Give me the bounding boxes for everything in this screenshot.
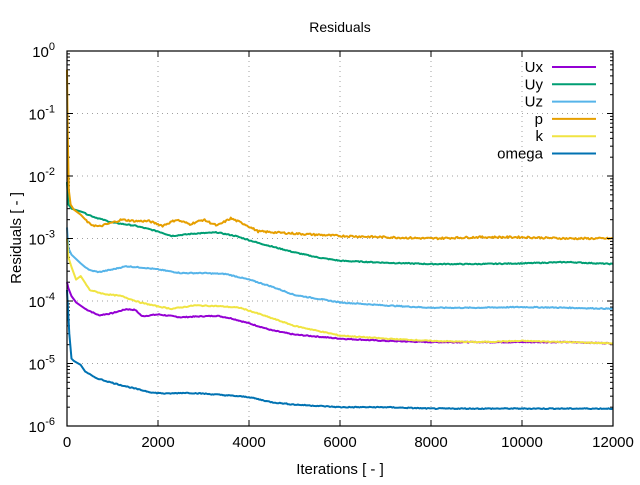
x-tick-label: 2000 bbox=[141, 434, 174, 451]
grid-lines bbox=[67, 51, 613, 426]
legend-label-omega: omega bbox=[497, 146, 544, 163]
x-tick-label: 12000 bbox=[592, 434, 634, 451]
x-axis-ticks: 0 2000 4000 6000 8000 10000 12000 bbox=[63, 51, 634, 451]
x-axis-label: Iterations [ - ] bbox=[296, 461, 384, 478]
series-line-Uy bbox=[66, 182, 614, 266]
y-tick-label: 100 bbox=[32, 41, 55, 61]
series-line-omega bbox=[66, 289, 614, 410]
y-tick-label: 10-5 bbox=[29, 354, 55, 374]
legend-label-Uy: Uy bbox=[525, 76, 544, 93]
chart-title: Residuals bbox=[309, 19, 370, 35]
x-tick-label: 0 bbox=[63, 434, 71, 451]
y-axis-ticks: 100 10-1 10-2 10-3 10-4 10-5 10-6 bbox=[29, 41, 613, 436]
legend-label-k: k bbox=[536, 128, 544, 145]
legend-label-Uz: Uz bbox=[525, 94, 543, 111]
x-tick-label: 10000 bbox=[501, 434, 543, 451]
legend-label-Ux: Ux bbox=[525, 59, 544, 76]
series-line-p bbox=[66, 69, 614, 241]
legend-label-p: p bbox=[535, 111, 543, 128]
y-tick-label: 10-2 bbox=[29, 166, 55, 186]
series-line-k bbox=[66, 238, 614, 345]
x-tick-label: 4000 bbox=[232, 434, 265, 451]
x-tick-label: 6000 bbox=[323, 434, 356, 451]
y-axis-label: Residuals [ - ] bbox=[8, 192, 25, 284]
y-tick-label: 10-1 bbox=[29, 104, 55, 124]
y-tick-label: 10-4 bbox=[29, 291, 55, 311]
x-tick-label: 8000 bbox=[414, 434, 447, 451]
series-line-Uz bbox=[66, 227, 614, 310]
y-tick-label: 10-3 bbox=[29, 229, 55, 249]
series-group bbox=[66, 69, 614, 410]
y-tick-label: 10-6 bbox=[29, 416, 55, 436]
